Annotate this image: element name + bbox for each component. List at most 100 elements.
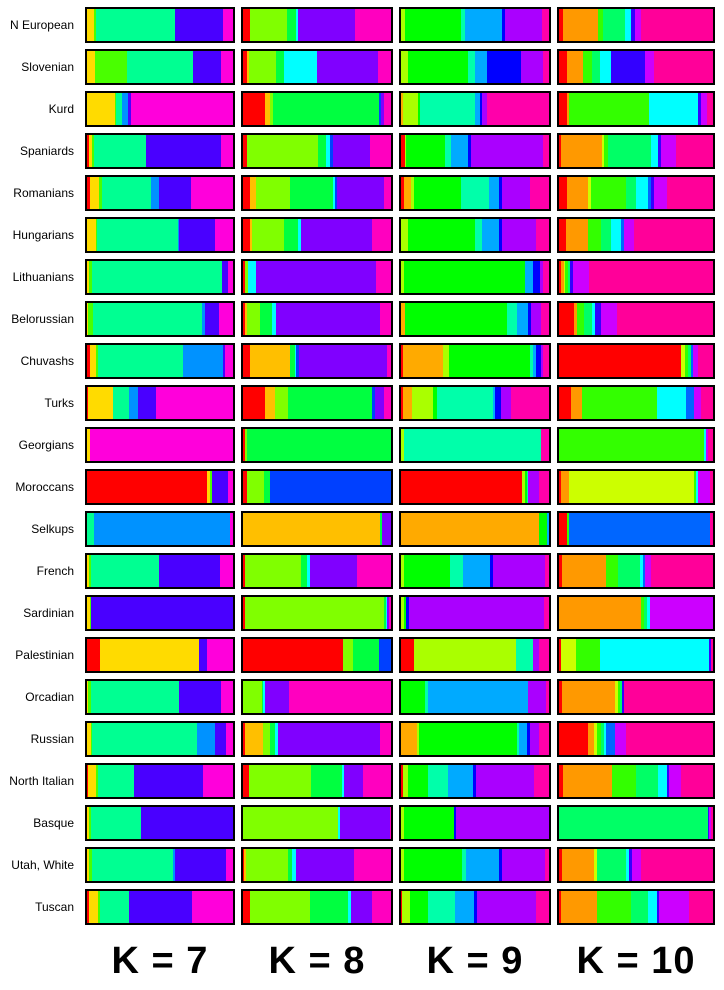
- bar-segment: [501, 177, 530, 209]
- bar-segment: [622, 681, 625, 713]
- bar-segment: [690, 345, 693, 377]
- bar-segment: [559, 639, 562, 671]
- bar-segment: [379, 513, 383, 545]
- bar-segment: [243, 807, 338, 839]
- bar-segment: [94, 9, 96, 41]
- bar-segment: [388, 597, 391, 629]
- bar-segment: [615, 681, 618, 713]
- bar-segment: [403, 765, 408, 797]
- bar-segment: [645, 51, 654, 83]
- bar-segment: [248, 261, 256, 293]
- bar-segment: [444, 135, 451, 167]
- bar-segment: [227, 471, 233, 503]
- bar-segment: [264, 471, 270, 503]
- bar-segment: [89, 429, 233, 461]
- stacked-bar-k10: [557, 805, 715, 841]
- bar-segment: [401, 345, 404, 377]
- stacked-bar-k10: [557, 427, 715, 463]
- bar-segment: [542, 345, 549, 377]
- stacked-bar-k9: [399, 805, 551, 841]
- bar-segment: [428, 765, 448, 797]
- bar-segment: [463, 555, 490, 587]
- bar-segment: [401, 681, 425, 713]
- bar-segment: [265, 681, 289, 713]
- bar-segment: [708, 429, 713, 461]
- bar-segment: [407, 219, 475, 251]
- bar-segment: [97, 219, 178, 251]
- bar-segment: [248, 765, 312, 797]
- bar-segment: [592, 303, 596, 335]
- bar-segment: [245, 303, 247, 335]
- bar-segment: [456, 807, 549, 839]
- bar-segment: [246, 303, 260, 335]
- bar-segment: [87, 9, 95, 41]
- bar-segment: [243, 597, 246, 629]
- bar-segment: [130, 93, 233, 125]
- stacked-bar-k9: [399, 91, 551, 127]
- bar-segment: [424, 681, 428, 713]
- bar-segment: [243, 51, 248, 83]
- bar-segment: [227, 261, 233, 293]
- bar-segment: [379, 723, 391, 755]
- bar-segment: [90, 723, 93, 755]
- bar-segment: [645, 555, 652, 587]
- bar-segment: [97, 891, 101, 923]
- bar-segment: [474, 891, 478, 923]
- bar-segment: [534, 765, 549, 797]
- bar-segment: [307, 555, 311, 587]
- bar-segment: [559, 891, 561, 923]
- bar-segment: [128, 387, 139, 419]
- bar-segment: [617, 555, 640, 587]
- bar-segment: [299, 345, 387, 377]
- bar-segment: [543, 261, 549, 293]
- bar-segment: [528, 471, 540, 503]
- stacked-bar-k7: [85, 847, 235, 883]
- bar-segment: [370, 135, 391, 167]
- bar-segment: [527, 681, 547, 713]
- bar-segment: [575, 639, 600, 671]
- bar-segment: [546, 513, 549, 545]
- bar-segment: [647, 891, 657, 923]
- bar-segment: [709, 513, 713, 545]
- bar-segment: [270, 723, 275, 755]
- bar-segment: [501, 219, 537, 251]
- bar-segment: [649, 597, 713, 629]
- row-label: Lithuanians: [12, 270, 74, 284]
- bar-segment: [401, 891, 403, 923]
- bar-segment: [466, 849, 500, 881]
- bar-segment: [250, 219, 252, 251]
- bar-segment: [353, 849, 391, 881]
- stacked-bar-k7: [85, 7, 235, 43]
- bar-segment: [624, 681, 713, 713]
- bar-segment: [472, 765, 476, 797]
- stacked-bar-k7: [85, 49, 235, 85]
- bar-segment: [559, 807, 708, 839]
- bar-segment: [245, 849, 289, 881]
- bar-segment: [243, 387, 266, 419]
- bar-segment: [566, 93, 569, 125]
- row-label: Selkups: [31, 522, 74, 536]
- stacked-bar-k9: [399, 49, 551, 85]
- stacked-bar-k7: [85, 805, 235, 841]
- bar-segment: [296, 9, 299, 41]
- row-label: N European: [9, 18, 74, 32]
- bar-segment: [174, 9, 223, 41]
- bar-segment: [707, 807, 710, 839]
- bar-segment: [596, 849, 626, 881]
- k7-column-label: K = 7: [111, 940, 209, 982]
- bar-segment: [651, 135, 658, 167]
- bar-segment: [199, 639, 208, 671]
- bar-segment: [379, 93, 382, 125]
- bar-segment: [88, 387, 114, 419]
- bar-segment: [332, 135, 371, 167]
- bar-segment: [355, 9, 391, 41]
- bar-segment: [588, 261, 713, 293]
- bar-segment: [207, 639, 233, 671]
- bar-segment: [243, 219, 251, 251]
- stacked-bar-k7: [85, 175, 235, 211]
- bar-segment: [325, 135, 331, 167]
- bar-segment: [406, 135, 445, 167]
- bar-segment: [498, 219, 502, 251]
- bar-segment: [535, 345, 541, 377]
